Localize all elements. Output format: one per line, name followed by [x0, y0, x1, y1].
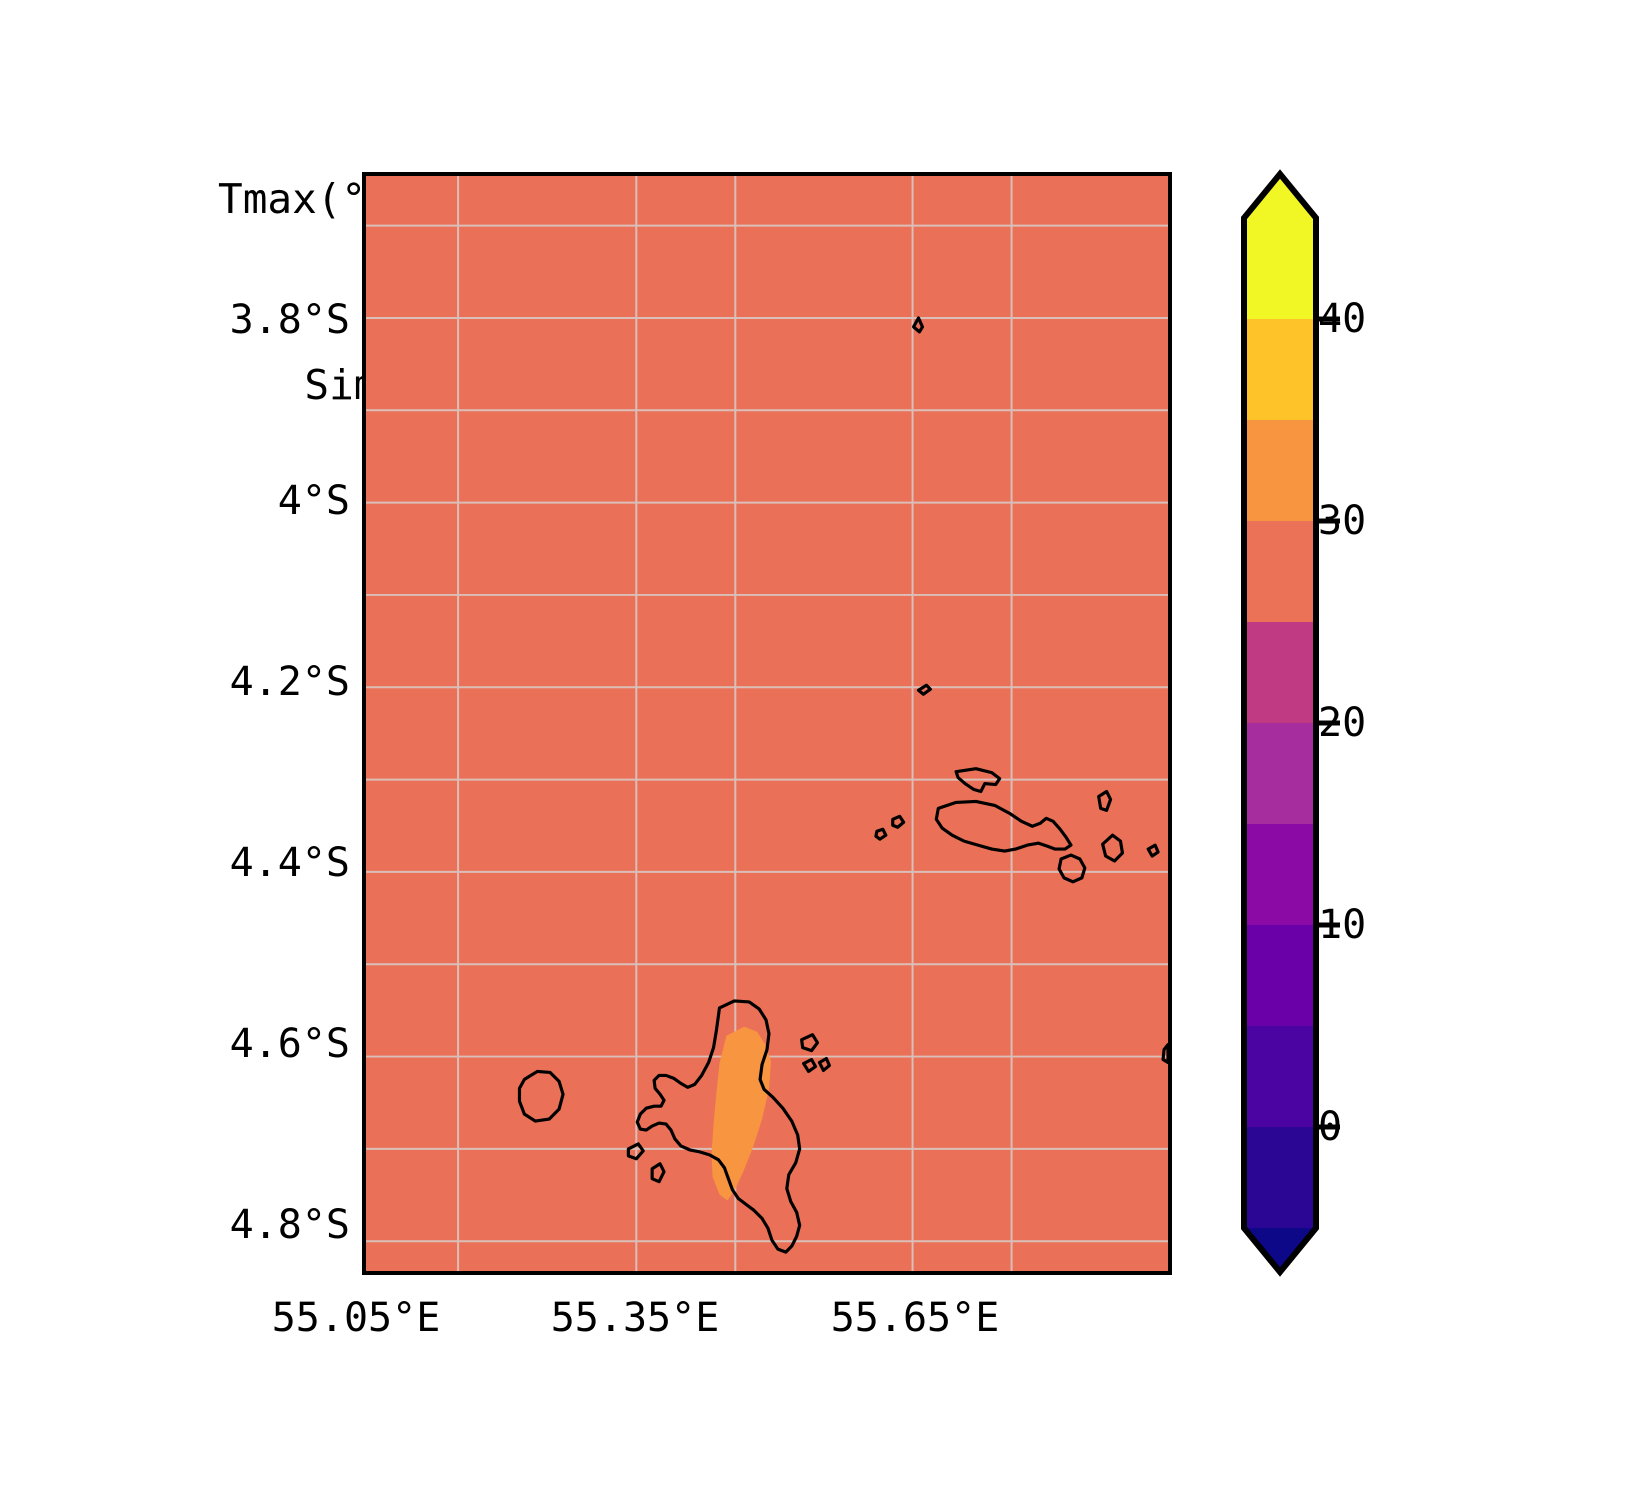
y-tick-label-1: 4°S — [277, 478, 350, 524]
y-tick-label-5: 4.8°S — [229, 1202, 350, 1248]
coastline-islet-ste-anne — [800, 1033, 820, 1053]
coastline-la-digue — [1057, 853, 1087, 884]
coastline-islet-east-small — [1146, 843, 1160, 858]
coastline-islet-marianne — [1101, 833, 1125, 863]
colorbar-label-20: 20 — [1318, 700, 1367, 746]
coastline-islet-north — [911, 316, 925, 334]
coastline-praslin — [934, 799, 1073, 853]
coastline-islet-far-east — [1161, 1043, 1168, 1065]
coastline-islet-felicite — [1097, 789, 1113, 812]
coastline-islet-moyenne — [817, 1056, 831, 1073]
colorbar-swatches — [1241, 169, 1340, 1277]
colorbar-label-0: 0 — [1318, 1104, 1343, 1150]
coastline-mahe — [635, 999, 802, 1254]
x-tick-label-1: 55.35°E — [550, 1295, 720, 1341]
x-tick-label-2: 55.65°E — [830, 1295, 1000, 1341]
coastline-islet-west-praslin — [891, 814, 906, 829]
coastline-islet-aride — [916, 683, 932, 696]
colorbar-label-10: 10 — [1318, 902, 1367, 948]
colorbar: 40 30 20 10 0 — [1228, 168, 1648, 1278]
coastline-islet-cerf — [802, 1057, 818, 1074]
temperature-patch-30-35 — [711, 1026, 771, 1201]
coastline-islet-therese — [626, 1142, 645, 1161]
y-tick-label-0: 3.8°S — [229, 297, 350, 343]
y-tick-label-4: 4.6°S — [229, 1021, 350, 1067]
map-coastlines — [517, 316, 1168, 1254]
coastline-curieuse — [954, 767, 1002, 794]
coastline-silhouette — [517, 1069, 565, 1123]
colorbar-outline — [1241, 169, 1319, 1277]
coastline-islet-sw-praslin — [874, 827, 888, 841]
map-plot-area — [362, 172, 1172, 1275]
y-tick-label-2: 4.2°S — [229, 659, 350, 705]
colorbar-label-30: 30 — [1318, 498, 1367, 544]
coastline-islet-conception — [650, 1162, 666, 1184]
map-gridlines — [366, 176, 1168, 1271]
y-tick-label-3: 4.4°S — [229, 840, 350, 886]
x-tick-label-0: 55.05°E — [271, 1295, 441, 1341]
colorbar-label-40: 40 — [1318, 296, 1367, 342]
